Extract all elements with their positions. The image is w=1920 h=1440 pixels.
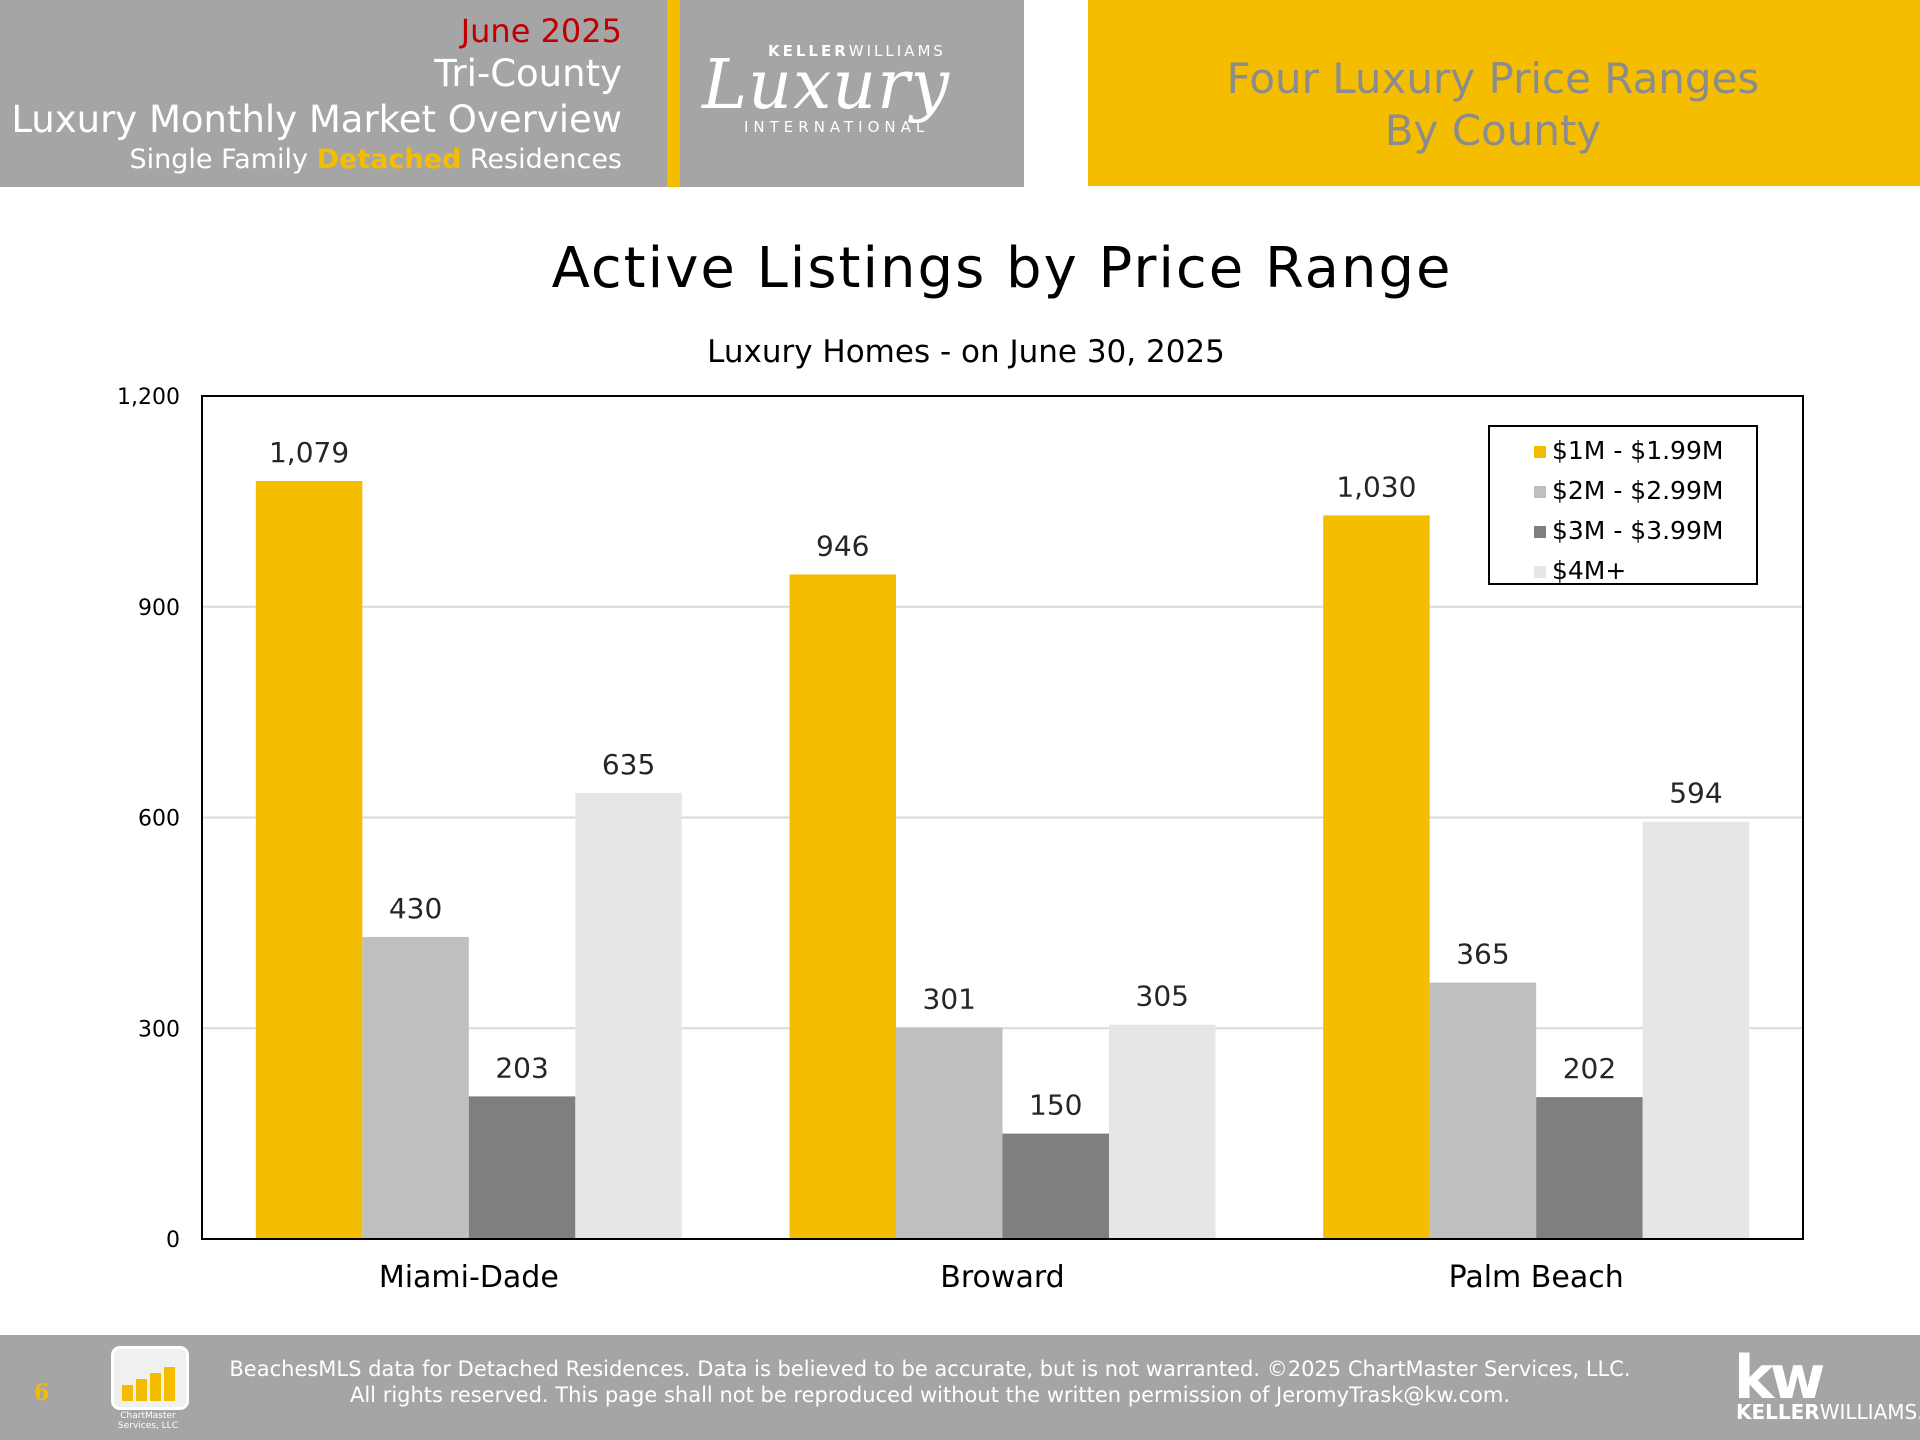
chart-legend: $1M - $1.99M $2M - $2.99M $3M - $3.99M $4M+ — [1488, 425, 1758, 585]
section-title-line1: Four Luxury Price Ranges — [1226, 54, 1760, 103]
x-tick-label: Miami-Dade — [379, 1260, 559, 1295]
bar — [575, 792, 682, 1239]
bar — [1429, 982, 1537, 1239]
data-label: 635 — [602, 748, 655, 781]
data-label: 365 — [1456, 938, 1509, 971]
data-label: 203 — [495, 1051, 548, 1084]
legend-box — [1488, 425, 1758, 585]
data-label: 150 — [1029, 1089, 1082, 1122]
bar-chart: Active Listings by Price Range Luxury Ho… — [117, 236, 1804, 1295]
page-number: 6 — [34, 1380, 50, 1406]
chartmaster-logo-icon — [111, 1346, 189, 1410]
plot-area-border — [201, 395, 1804, 1240]
bar — [1002, 1133, 1109, 1239]
legend-swatch — [1534, 566, 1546, 578]
section-banner: Four Luxury Price Ranges By County — [1088, 0, 1920, 186]
bar — [1642, 821, 1750, 1239]
x-tick-label: Broward — [940, 1260, 1064, 1295]
footer-bar: 6 ChartMaster Services, LLC BeachesMLS da… — [0, 1335, 1920, 1440]
logo-brand-text: KELLERWILLIAMS — [768, 42, 946, 60]
chart-x-axis: Miami-Dade Broward Palm Beach — [379, 1260, 1624, 1295]
chartmaster-logo-text: ChartMaster Services, LLC — [118, 1411, 178, 1431]
bar — [1323, 515, 1430, 1239]
data-label: 430 — [389, 892, 442, 925]
footer-disclaimer-line1: BeachesMLS data for Detached Residences.… — [229, 1357, 1631, 1381]
legend-label: $4M+ — [1552, 556, 1626, 585]
kw-logo-icon: kw — [1734, 1343, 1825, 1413]
chart-y-axis: 0 300 600 900 1,200 — [117, 385, 180, 1253]
y-tick-label: 600 — [138, 807, 180, 832]
bar — [255, 481, 363, 1239]
legend-label: $3M - $3.99M — [1552, 516, 1723, 545]
bar — [468, 1096, 576, 1239]
chart-subtitle: Luxury Homes - on June 30, 2025 — [707, 334, 1225, 370]
data-label: 301 — [923, 983, 976, 1016]
header-divider — [667, 0, 680, 187]
chart-data-labels: 1,079 430 203 635 946 301 150 305 1,030 365 202 594 — [269, 436, 1723, 1122]
data-label: 1,030 — [1336, 470, 1416, 503]
luxury-logo: KELLERWILLIAMS Luxury INTERNATIONAL — [680, 0, 1024, 187]
section-title-line2: By County — [1384, 106, 1602, 155]
y-tick-label: 1,200 — [117, 385, 180, 410]
bar — [362, 936, 469, 1239]
report-month: June 2025 — [460, 12, 622, 50]
legend-swatch — [1534, 446, 1546, 458]
data-label: 1,079 — [269, 436, 349, 469]
legend-label: $2M - $2.99M — [1552, 476, 1723, 505]
data-label: 594 — [1669, 777, 1722, 810]
logo-script-text: Luxury — [702, 46, 951, 125]
legend-swatch — [1534, 526, 1546, 538]
logo-international-text: INTERNATIONAL — [744, 118, 930, 136]
data-label: 946 — [816, 529, 869, 562]
bar — [896, 1027, 1003, 1239]
y-tick-label: 900 — [138, 596, 180, 621]
chart-bars — [255, 481, 1750, 1239]
bar — [1536, 1097, 1643, 1239]
bar — [1109, 1024, 1216, 1239]
legend-swatch — [1534, 486, 1546, 498]
data-label: 305 — [1136, 980, 1189, 1013]
report-subtitle: Single Family Detached Residences — [129, 144, 622, 175]
legend-label: $1M - $1.99M — [1552, 436, 1723, 465]
y-tick-label: 0 — [166, 1228, 180, 1253]
footer-disclaimer-line2: All rights reserved. This page shall not… — [349, 1383, 1511, 1407]
bar — [789, 574, 896, 1239]
report-title: Luxury Monthly Market Overview — [11, 98, 622, 141]
y-tick-label: 300 — [138, 1017, 180, 1042]
header-banner: June 2025 Tri-County Luxury Monthly Mark… — [0, 0, 667, 187]
data-label: 202 — [1563, 1052, 1616, 1085]
kw-logo-text: KELLERWILLIAMS. — [1736, 1400, 1920, 1424]
x-tick-label: Palm Beach — [1449, 1260, 1624, 1295]
report-region: Tri-County — [434, 52, 622, 95]
chart-title: Active Listings by Price Range — [552, 236, 1453, 301]
